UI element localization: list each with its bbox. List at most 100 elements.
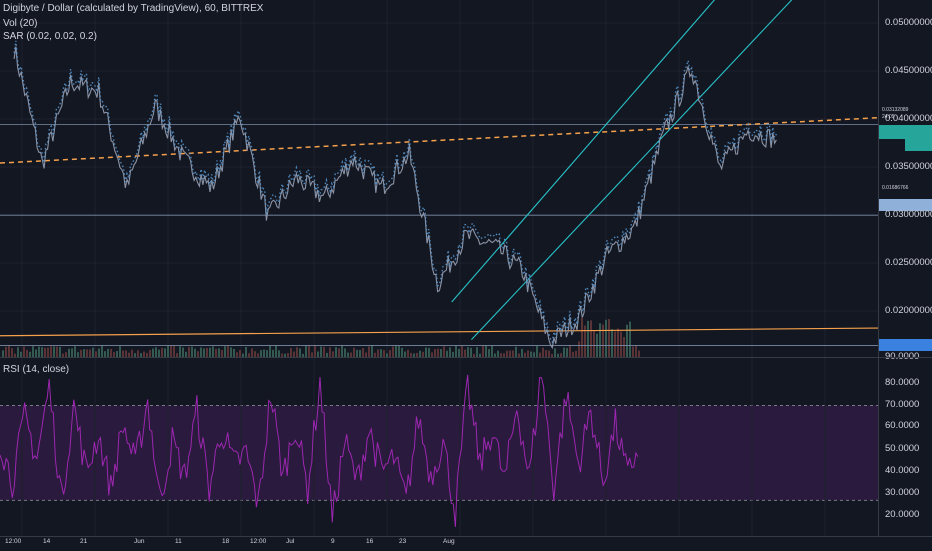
volume-bar xyxy=(281,353,283,357)
price-annotation: 0.03132089 xyxy=(882,107,909,113)
volume-bar xyxy=(413,353,415,357)
volume-bar xyxy=(275,345,277,357)
volume-bar xyxy=(407,349,409,357)
pane-separator[interactable] xyxy=(0,357,932,358)
volume-bar xyxy=(8,345,10,357)
volume-bar xyxy=(608,319,610,357)
rsi-axis[interactable]: 80.0000 70.0000 60.0000 50.0000 40.0000 … xyxy=(878,358,932,536)
volume-bar xyxy=(587,320,589,357)
volume-bar xyxy=(56,346,58,357)
volume-bar xyxy=(83,349,85,357)
volume-bar xyxy=(212,346,214,357)
volume-bar xyxy=(626,324,628,357)
volume-bar xyxy=(422,351,424,357)
volume-bar xyxy=(614,331,616,357)
volume-bar xyxy=(200,347,202,357)
volume-bar xyxy=(215,348,217,357)
volume-bar xyxy=(548,350,550,357)
volume-bar xyxy=(524,352,526,357)
price-tick: 0.04500000 xyxy=(885,65,932,76)
volume-bar xyxy=(410,352,412,357)
volume-bar xyxy=(221,350,223,357)
volume-bar xyxy=(425,347,427,357)
time-tick: 21 xyxy=(80,538,88,545)
price-series xyxy=(13,40,778,350)
volume-bar xyxy=(191,346,193,357)
volume-bar xyxy=(197,351,199,357)
volume-bar xyxy=(98,348,100,357)
volume-bar xyxy=(278,350,280,357)
volume-bar xyxy=(185,351,187,357)
time-tick: 14 xyxy=(43,538,51,545)
volume-bar xyxy=(368,346,370,357)
price-line xyxy=(13,46,777,350)
volume-bar xyxy=(116,350,118,357)
volume-bar xyxy=(239,349,241,357)
price-tag-blue xyxy=(879,339,932,351)
volume-bar xyxy=(32,346,34,357)
volume-bar xyxy=(287,352,289,357)
volume-bar xyxy=(572,351,574,357)
price-axis[interactable]: 0.05000000 0.04500000 0.04000000 0.03500… xyxy=(878,0,932,362)
volume-bar xyxy=(182,347,184,357)
volume-bar xyxy=(179,346,181,357)
price-chart[interactable] xyxy=(0,0,878,357)
volume-bar xyxy=(578,341,580,357)
volume-bar xyxy=(194,348,196,357)
time-tick: Jun xyxy=(134,538,145,545)
volume-bar xyxy=(362,348,364,357)
volume-bar xyxy=(254,351,256,357)
time-tick: 16 xyxy=(366,538,374,545)
volume-bar xyxy=(431,352,433,357)
price-grid xyxy=(0,0,878,357)
volume-bar xyxy=(515,346,517,357)
volume-bar xyxy=(635,345,637,357)
volume-bar xyxy=(77,352,79,357)
time-tick: 9 xyxy=(331,538,335,545)
volume-bar xyxy=(293,351,295,357)
volume-bar xyxy=(551,353,553,357)
volume-indicator-label[interactable]: Vol (20) xyxy=(3,18,38,29)
volume-bar xyxy=(440,349,442,357)
volume-bar xyxy=(383,350,385,357)
volume-bar xyxy=(470,347,472,357)
trendline xyxy=(0,116,878,164)
volume-bar xyxy=(89,349,91,357)
rsi-tick: 70.0000 xyxy=(885,399,920,410)
volume-bar xyxy=(227,345,229,357)
volume-bar xyxy=(521,348,523,357)
trendlines xyxy=(0,0,878,341)
volume-bar xyxy=(437,348,439,357)
volume-bar xyxy=(620,331,622,357)
trendline xyxy=(0,327,878,337)
volume-bar xyxy=(260,350,262,357)
rsi-chart[interactable] xyxy=(0,358,878,536)
volume-bar xyxy=(416,352,418,357)
volume-bar xyxy=(380,349,382,357)
volume-bar xyxy=(224,346,226,357)
volume-bar xyxy=(458,348,460,357)
volume-bar xyxy=(23,346,25,357)
volume-bar xyxy=(119,346,121,357)
sar-indicator-label[interactable]: SAR (0.02, 0.02, 0.2) xyxy=(3,31,97,42)
volume-bar xyxy=(53,346,55,357)
volume-bar xyxy=(386,353,388,357)
volume-bar xyxy=(488,349,490,357)
volume-bar xyxy=(392,346,394,357)
volume-bar xyxy=(491,345,493,357)
volume-bar xyxy=(449,347,451,357)
volume-bar xyxy=(74,346,76,357)
volume-bar xyxy=(530,351,532,357)
volume-bar xyxy=(326,352,328,357)
volume-bar xyxy=(65,352,67,357)
volume-bar xyxy=(47,347,49,357)
volume-bar xyxy=(149,350,151,357)
rsi-series xyxy=(0,374,639,527)
volume-bar xyxy=(152,348,154,357)
volume-bar xyxy=(545,350,547,357)
time-annotation: 24:05 xyxy=(882,114,895,120)
volume-bar xyxy=(443,346,445,357)
time-axis[interactable]: 12:00 14 21 Jun 11 18 12:00 Jul 9 16 23 … xyxy=(0,536,932,551)
volume-bar xyxy=(473,353,475,357)
rsi-title[interactable]: RSI (14, close) xyxy=(3,364,70,375)
